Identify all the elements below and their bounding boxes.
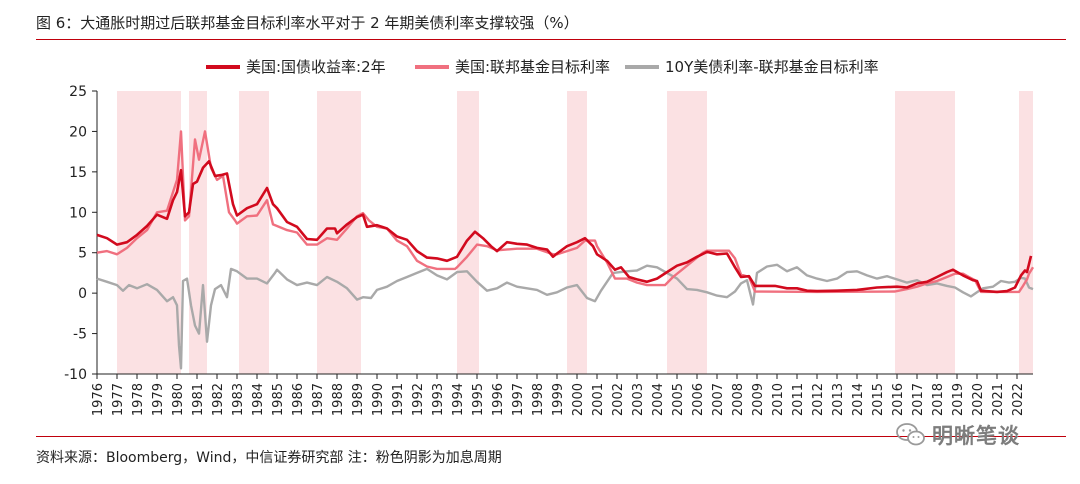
line-chart: -10 -5 0 5 10 15 20 25 1976 1977 1978 1979 1980 1981 1… <box>64 58 1035 416</box>
x-tick-label: 2020 <box>971 383 986 416</box>
hiking-cycle-band <box>1019 91 1033 374</box>
x-tick-label: 2002 <box>611 383 626 416</box>
source-note: 资料来源：Bloomberg，Wind，中信证券研究部 注：粉色阴影为加息周期 <box>36 450 502 466</box>
x-tick-label: 2017 <box>911 383 926 416</box>
x-tick-label: 1999 <box>551 383 566 416</box>
y-tick-label: 25 <box>69 84 87 100</box>
chart-series <box>96 130 1035 370</box>
legend-label: 10Y美债利率-联邦基金目标利率 <box>665 58 879 76</box>
legend-label: 美国:联邦基金目标利率 <box>455 58 610 76</box>
x-tick-label: 2021 <box>991 383 1006 416</box>
x-tick-label: 2015 <box>871 383 886 416</box>
x-tick-label: 1993 <box>431 383 446 416</box>
watermark: 明晰笔谈 <box>896 418 1020 452</box>
y-tick-label: 20 <box>69 124 87 140</box>
series-line-1 <box>96 130 1035 294</box>
x-tick-label: 2007 <box>711 383 726 416</box>
x-tick-label: 2011 <box>791 383 806 416</box>
x-tick-label: 2016 <box>891 383 906 416</box>
hiking-cycle-band <box>457 91 479 374</box>
x-tick-label: 1992 <box>411 383 426 416</box>
y-tick-label: 15 <box>69 165 87 181</box>
x-tick-label: 2004 <box>651 383 666 416</box>
x-tick-label: 2022 <box>1011 383 1026 416</box>
x-tick-label: 2013 <box>831 383 846 416</box>
x-tick-label: 2008 <box>731 383 746 416</box>
x-tick-label: 1996 <box>491 383 506 416</box>
x-tick-label: 1984 <box>251 383 266 416</box>
x-tick-label: 2012 <box>811 383 826 416</box>
legend-label: 美国:国债收益率:2年 <box>246 58 386 76</box>
hiking-cycle-band <box>239 91 269 374</box>
x-tick-label: 1994 <box>451 383 466 416</box>
x-tick-label: 1997 <box>511 383 526 416</box>
x-tick-label: 2018 <box>931 383 946 416</box>
title-rule <box>36 39 1066 40</box>
x-tick-label: 1982 <box>211 383 226 416</box>
x-tick-label: 1981 <box>191 383 206 416</box>
x-tick-label: 2006 <box>691 383 706 416</box>
x-tick-label: 1977 <box>111 383 126 416</box>
x-tick-label: 1991 <box>391 383 406 416</box>
x-tick-label: 1983 <box>231 383 246 416</box>
x-tick-label: 1987 <box>311 383 326 416</box>
wechat-icon <box>896 423 925 446</box>
chart-axes: -10 -5 0 5 10 15 20 25 1976 1977 1978 1979 1980 1981 1… <box>64 84 1033 416</box>
series-line-0 <box>96 160 1033 294</box>
x-tick-label: 2003 <box>631 383 646 416</box>
x-tick-label: 1976 <box>91 383 106 416</box>
x-tick-label: 1986 <box>291 383 306 416</box>
hiking-cycle-band <box>567 91 587 374</box>
x-tick-label: 1979 <box>151 383 166 416</box>
series-line-2 <box>96 263 1034 370</box>
x-tick-label: 1978 <box>131 383 146 416</box>
hiking-cycle-shading <box>117 91 1033 374</box>
chart-legend: 美国:国债收益率:2年 美国:联邦基金目标利率 10Y美债利率-联邦基金目标利率 <box>206 58 879 76</box>
y-tick-label: 5 <box>78 246 87 262</box>
hiking-cycle-band <box>117 91 181 374</box>
y-tick-label: -10 <box>64 367 87 383</box>
x-tick-label: 1980 <box>171 383 186 416</box>
x-tick-label: 1995 <box>471 383 486 416</box>
x-tick-label: 1998 <box>531 383 546 416</box>
y-tick-label: 0 <box>78 286 87 302</box>
x-tick-label: 2001 <box>591 383 606 416</box>
source-rule <box>36 436 1066 437</box>
x-tick-label: 2010 <box>771 383 786 416</box>
x-tick-label: 2014 <box>851 383 866 416</box>
x-tick-label: 2000 <box>571 383 586 416</box>
x-tick-label: 1989 <box>351 383 366 416</box>
figure-title: 图 6：大通胀时期过后联邦基金目标利率水平对于 2 年期美债利率支撑较强（%） <box>36 14 579 32</box>
y-tick-label: 10 <box>69 205 87 221</box>
hiking-cycle-band <box>895 91 955 374</box>
y-tick-label: -5 <box>73 327 87 343</box>
x-tick-label: 1985 <box>271 383 286 416</box>
watermark-text: 明晰笔谈 <box>932 424 1020 448</box>
x-tick-label: 2019 <box>951 383 966 416</box>
x-tick-label: 1990 <box>371 383 386 416</box>
hiking-cycle-band <box>667 91 707 374</box>
x-tick-label: 2005 <box>671 383 686 416</box>
x-tick-label: 2009 <box>751 383 766 416</box>
x-tick-label: 1988 <box>331 383 346 416</box>
